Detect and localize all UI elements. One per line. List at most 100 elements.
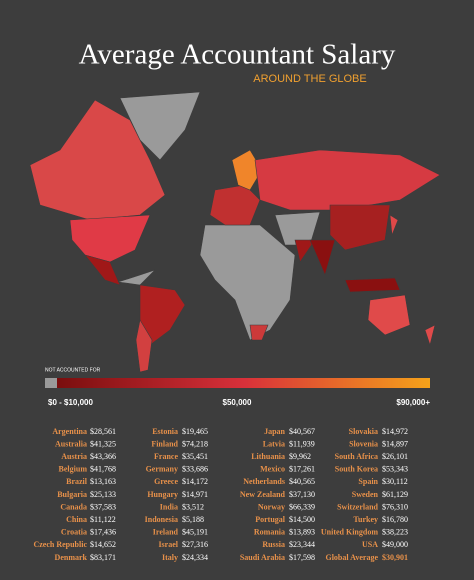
country-name: Czech Republic xyxy=(33,540,87,549)
salary-value: $9,962 xyxy=(289,452,311,461)
country-name: China xyxy=(66,515,87,524)
salary-value: $43,366 xyxy=(90,452,116,461)
country-name: Brazil xyxy=(66,477,88,486)
country-name: Turkey xyxy=(353,515,378,524)
salary-value: $38,223 xyxy=(382,528,408,537)
russia xyxy=(254,149,441,211)
country-name: Croatia xyxy=(61,528,87,537)
country-name: Denmark xyxy=(55,553,88,562)
subtitle: AROUND THE GLOBE xyxy=(253,73,367,85)
salary-value: $41,325 xyxy=(90,439,116,448)
title: Average Accountant Salary xyxy=(79,39,396,71)
mexico xyxy=(84,254,121,286)
salary-value: $66,339 xyxy=(289,502,315,511)
country-name: Saudi Arabia xyxy=(240,553,285,562)
country-name: Bulgaria xyxy=(57,490,87,499)
indonesia xyxy=(344,277,401,293)
world-map xyxy=(29,91,441,373)
country-name: New Zealand xyxy=(240,490,286,499)
japan xyxy=(389,214,399,236)
country-name: Lithuania xyxy=(251,452,285,461)
salary-value: $28,561 xyxy=(90,427,116,436)
country-name: Portugal xyxy=(255,515,286,524)
salary-value: $14,172 xyxy=(182,477,208,486)
salary-value: $61,129 xyxy=(382,490,408,499)
central-america xyxy=(117,269,156,286)
salary-value: $5,188 xyxy=(182,515,204,524)
salary-value: $74,218 xyxy=(182,439,208,448)
legend-label: $0 - $10,000 xyxy=(48,398,93,407)
salary-value: $19,465 xyxy=(182,427,208,436)
country-name: Sweden xyxy=(352,490,379,499)
salary-value: $14,652 xyxy=(90,540,116,549)
salary-value: $33,686 xyxy=(182,465,208,474)
country-name: India xyxy=(160,502,178,511)
country-name: Russia xyxy=(262,540,285,549)
legend-missing-label: NOT ACCOUNTED FOR xyxy=(45,367,101,373)
salary-value: $41,768 xyxy=(90,465,116,474)
salary-value: $37,583 xyxy=(90,502,116,511)
salary-value: $25,133 xyxy=(90,490,116,499)
salary-value: $24,334 xyxy=(182,553,208,562)
salary-value: $30,901 xyxy=(382,553,408,562)
country-name: United Kingdom xyxy=(321,528,378,537)
salary-value: $13,163 xyxy=(90,477,116,486)
country-name: Latvia xyxy=(263,439,285,448)
scandinavia xyxy=(231,149,263,191)
country-name: Belgium xyxy=(59,465,88,474)
country-name: Hungary xyxy=(147,490,178,499)
country-name: Norway xyxy=(258,502,285,511)
salary-value: $3,512 xyxy=(182,502,204,511)
country-name: South Korea xyxy=(335,465,378,474)
legend-gradient xyxy=(57,378,430,388)
salary-value: $35,451 xyxy=(182,452,208,461)
country-name: Indonesia xyxy=(145,515,178,524)
salary-value: $53,343 xyxy=(382,465,408,474)
legend-label: $50,000 xyxy=(223,398,252,407)
salary-value: $14,897 xyxy=(382,439,408,448)
country-name: Germany xyxy=(146,465,178,474)
country-name: Mexico xyxy=(260,465,285,474)
salary-value: $45,191 xyxy=(182,528,208,537)
salary-value: $83,171 xyxy=(90,553,116,562)
country-name: France xyxy=(154,452,178,461)
salary-value: $13,893 xyxy=(289,528,315,537)
salary-value: $27,316 xyxy=(182,540,208,549)
new-zealand xyxy=(424,324,436,347)
country-name: Japan xyxy=(264,427,285,436)
salary-value: $17,436 xyxy=(90,528,116,537)
country-name: Israel xyxy=(158,540,178,549)
salary-value: $11,939 xyxy=(289,439,315,448)
country-name: Italy xyxy=(162,553,178,562)
salary-value: $26,101 xyxy=(382,452,408,461)
china xyxy=(329,204,391,251)
salary-value: $14,500 xyxy=(289,515,315,524)
india xyxy=(309,239,336,276)
country-name: Romania xyxy=(254,528,285,537)
country-name: USA xyxy=(362,540,378,549)
salary-value: $40,567 xyxy=(289,427,315,436)
south-africa xyxy=(249,324,269,341)
salary-value: $17,261 xyxy=(289,465,315,474)
canada xyxy=(29,99,166,221)
country-name: Estonia xyxy=(152,427,178,436)
salary-value: $76,310 xyxy=(382,502,408,511)
country-name: Netherlands xyxy=(243,477,285,486)
salary-value: $14,972 xyxy=(382,427,408,436)
salary-value: $37,130 xyxy=(289,490,315,499)
country-name: Spain xyxy=(358,477,378,486)
legend-missing-swatch xyxy=(45,378,57,388)
salary-value: $14,971 xyxy=(182,490,208,499)
country-name: Global Average xyxy=(325,553,378,562)
saudi-arabia xyxy=(294,239,316,263)
country-name: Slovakia xyxy=(349,427,378,436)
country-name: Greece xyxy=(154,477,178,486)
country-name: Australia xyxy=(55,439,87,448)
country-name: Canada xyxy=(60,502,87,511)
country-name: Argentina xyxy=(52,427,87,436)
country-name: Switzerland xyxy=(337,502,378,511)
country-name: South Africa xyxy=(335,452,378,461)
salary-value: $23,344 xyxy=(289,540,315,549)
